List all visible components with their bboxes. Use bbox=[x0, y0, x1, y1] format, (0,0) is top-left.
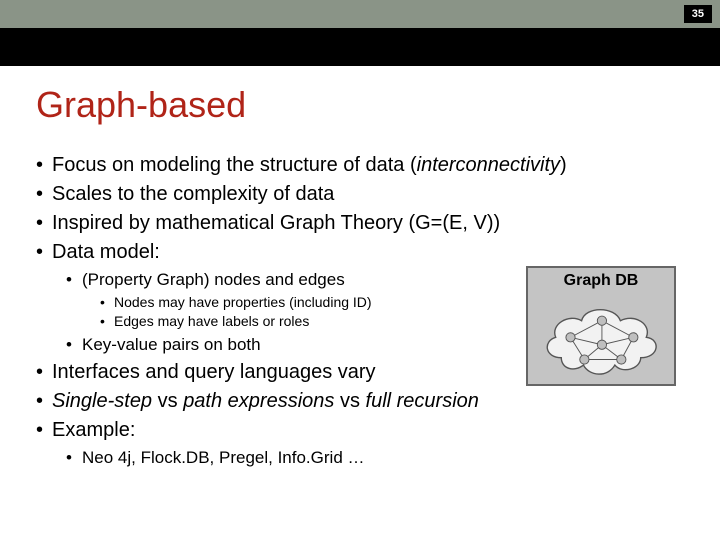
bullet-sublist: Neo 4j, Flock.DB, Pregel, Info.Grid … bbox=[66, 446, 684, 470]
bullet-item: Inspired by mathematical Graph Theory (G… bbox=[36, 210, 684, 237]
bullet-text: vs bbox=[334, 390, 365, 412]
bullet-text: Focus on modeling the structure of data … bbox=[52, 154, 417, 176]
bullet-subitem: Neo 4j, Flock.DB, Pregel, Info.Grid … bbox=[66, 446, 684, 470]
bullet-subsubitem: Nodes may have properties (including ID) bbox=[100, 293, 684, 313]
bullet-text: ) bbox=[560, 154, 567, 176]
slide-title: Graph-based bbox=[36, 84, 684, 126]
bullet-item: Interfaces and query languages vary bbox=[36, 359, 684, 386]
bullet-text-italic: interconnectivity bbox=[417, 154, 560, 176]
bullet-text: (Property Graph) nodes and edges bbox=[82, 270, 345, 289]
bullet-subitem: Key-value pairs on both bbox=[66, 333, 684, 357]
bullet-sublist: (Property Graph) nodes and edges Nodes m… bbox=[66, 268, 684, 357]
bullet-text-italic: path expressions bbox=[183, 390, 334, 412]
bullet-text: Data model: bbox=[52, 241, 160, 263]
bullet-item: Example: Neo 4j, Flock.DB, Pregel, Info.… bbox=[36, 417, 684, 470]
slide-number: 35 bbox=[684, 5, 712, 23]
slide-content: Graph-based Graph DB Focus on modeling t… bbox=[0, 66, 720, 482]
bullet-text: vs bbox=[152, 390, 183, 412]
bullet-subsublist: Nodes may have properties (including ID)… bbox=[100, 293, 684, 332]
bullet-item: Single-step vs path expressions vs full … bbox=[36, 388, 684, 415]
bullet-list: Focus on modeling the structure of data … bbox=[36, 152, 684, 470]
bullet-text-italic: full recursion bbox=[366, 390, 479, 412]
bullet-item: Data model: (Property Graph) nodes and e… bbox=[36, 239, 684, 357]
bullet-text-italic: Single-step bbox=[52, 390, 152, 412]
bullet-subsubitem: Edges may have labels or roles bbox=[100, 312, 684, 332]
bullet-subitem: (Property Graph) nodes and edges Nodes m… bbox=[66, 268, 684, 332]
header-bar: 35 bbox=[0, 0, 720, 28]
bullet-text: Example: bbox=[52, 419, 135, 441]
title-black-strip bbox=[0, 28, 720, 66]
bullet-item: Focus on modeling the structure of data … bbox=[36, 152, 684, 179]
bullet-item: Scales to the complexity of data bbox=[36, 181, 684, 208]
